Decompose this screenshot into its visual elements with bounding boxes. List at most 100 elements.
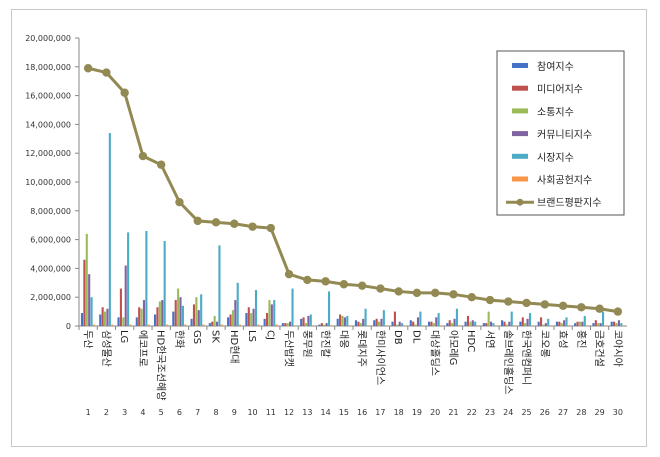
bar-1-19 bbox=[409, 320, 412, 326]
bar-5-29 bbox=[602, 311, 605, 326]
bar-2-18 bbox=[393, 311, 396, 326]
bar-6-6 bbox=[184, 324, 187, 326]
bar-2-11 bbox=[266, 313, 269, 326]
y-tick-label: 6,000,000 bbox=[30, 236, 71, 245]
bar-2-20 bbox=[430, 321, 433, 326]
bar-2-13 bbox=[302, 317, 305, 326]
bar-6-17 bbox=[385, 325, 388, 326]
bar-5-8 bbox=[218, 245, 221, 326]
bar-4-10 bbox=[252, 308, 255, 326]
line-point-3 bbox=[120, 88, 129, 97]
line-point-8 bbox=[211, 218, 221, 227]
rank-label: 1 bbox=[86, 408, 91, 417]
bar-5-20 bbox=[437, 313, 440, 326]
bar-1-10 bbox=[245, 313, 248, 326]
rank-label: 5 bbox=[159, 408, 164, 417]
bar-1-12 bbox=[281, 323, 284, 326]
category-label: GS bbox=[191, 330, 202, 344]
bar-4-5 bbox=[161, 300, 164, 326]
bar-6-3 bbox=[129, 324, 132, 326]
bar-6-1 bbox=[92, 324, 96, 326]
x-axis-labels: 1 두산 2 삼성물산 3 LG 4 에코프로 5 HD한국조선해양 6 한화 7 GS 8 SK 9 HD현대 1… bbox=[78, 326, 623, 417]
category-label: 효성 bbox=[557, 330, 569, 348]
bar-5-23 bbox=[492, 323, 495, 326]
rank-label: 18 bbox=[394, 408, 404, 417]
rank-label: 24 bbox=[503, 408, 513, 417]
category-label: 코아시아 bbox=[611, 330, 623, 367]
bar-1-5 bbox=[154, 314, 157, 326]
rank-label: 28 bbox=[576, 408, 586, 417]
rank-label: 7 bbox=[195, 408, 200, 417]
category-label: DL bbox=[410, 330, 421, 344]
category-label: 한미사이언스 bbox=[374, 330, 386, 385]
legend-swatch bbox=[512, 108, 528, 114]
bar-1-27 bbox=[555, 321, 558, 326]
bar-6-25 bbox=[531, 325, 534, 326]
bar-3-9 bbox=[231, 310, 234, 326]
rank-label: 14 bbox=[321, 408, 331, 417]
bar-4-9 bbox=[234, 300, 237, 326]
category-label: DB bbox=[392, 330, 403, 345]
bar-5-24 bbox=[510, 311, 513, 326]
y-tick-label: 0 bbox=[66, 322, 71, 331]
rank-label: 17 bbox=[375, 408, 385, 417]
rank-label: 10 bbox=[247, 408, 257, 417]
bar-1-6 bbox=[172, 311, 175, 326]
bar-6-4 bbox=[147, 324, 150, 326]
bar-6-7 bbox=[202, 324, 205, 326]
bar-3-6 bbox=[177, 288, 180, 326]
bar-2-30 bbox=[613, 321, 616, 326]
category-label: 금호건설 bbox=[593, 330, 605, 367]
category-label: 롯데지주 bbox=[356, 330, 368, 367]
bar-4-8 bbox=[216, 321, 219, 326]
rank-label: 27 bbox=[558, 408, 568, 417]
bar-5-7 bbox=[200, 294, 203, 326]
line-point-26 bbox=[540, 300, 549, 309]
bar-3-19 bbox=[414, 324, 417, 326]
bar-1-24 bbox=[501, 320, 504, 326]
line-point-9 bbox=[230, 219, 239, 228]
line-point-4 bbox=[138, 151, 148, 161]
bar-6-16 bbox=[366, 325, 370, 326]
bar-4-6 bbox=[179, 297, 182, 326]
bar-2-27 bbox=[558, 321, 561, 326]
line-point-6 bbox=[175, 197, 184, 207]
bar-5-26 bbox=[547, 318, 550, 326]
bar-4-7 bbox=[197, 310, 200, 326]
bar-4-13 bbox=[307, 315, 310, 326]
bar-3-15 bbox=[341, 315, 344, 326]
category-label: SK bbox=[210, 330, 221, 343]
category-label: 한진칼 bbox=[319, 330, 332, 358]
y-tick-label: 8,000,000 bbox=[30, 207, 71, 216]
bar-6-2 bbox=[111, 324, 114, 326]
bar-4-1 bbox=[88, 274, 91, 326]
bar-2-21 bbox=[448, 320, 451, 326]
bar-5-28 bbox=[583, 315, 586, 326]
category-label: 한국앤컴퍼니 bbox=[520, 330, 532, 385]
bar-2-4 bbox=[138, 307, 141, 326]
bar-4-11 bbox=[270, 304, 273, 326]
bar-2-5 bbox=[156, 307, 159, 326]
line-point-29 bbox=[595, 304, 604, 313]
bar-3-10 bbox=[250, 313, 253, 326]
bar-4-21 bbox=[453, 318, 456, 326]
rank-label: 26 bbox=[540, 408, 550, 417]
bar-3-17 bbox=[378, 321, 381, 326]
bar-6-21 bbox=[458, 325, 461, 326]
bar-6-9 bbox=[239, 324, 242, 326]
bar-2-25 bbox=[521, 317, 524, 326]
bar-5-25 bbox=[528, 313, 532, 326]
rank-label: 8 bbox=[213, 408, 218, 417]
bar-6-23 bbox=[494, 325, 497, 326]
bar-2-24 bbox=[503, 321, 506, 326]
bar-5-18 bbox=[401, 323, 404, 326]
bar-4-3 bbox=[124, 265, 127, 326]
bar-4-24 bbox=[508, 321, 511, 326]
line-point-25 bbox=[522, 298, 531, 308]
bar-1-14 bbox=[318, 324, 321, 326]
rank-label: 12 bbox=[284, 408, 294, 417]
bar-2-8 bbox=[211, 321, 214, 326]
bar-2-19 bbox=[412, 321, 415, 326]
bar-5-13 bbox=[309, 314, 312, 326]
bar-5-14 bbox=[328, 291, 331, 326]
